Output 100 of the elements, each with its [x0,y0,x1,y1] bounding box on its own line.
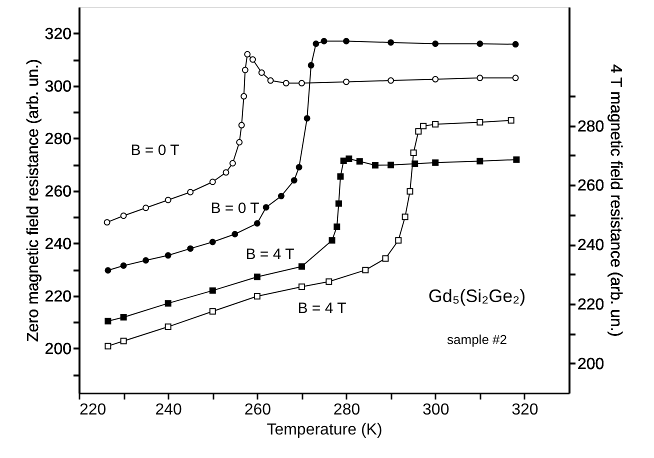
y2-tick-label: 240 [578,237,604,254]
x-tick-label: 280 [333,402,360,418]
point [382,255,389,262]
point [388,39,394,46]
point [164,324,172,330]
y2-axis-title: 4 T magnetic field resistance (arb. un.) [607,64,624,337]
point [372,162,378,168]
point [320,38,328,44]
point [120,212,127,219]
point [120,338,127,344]
point [356,158,363,165]
point [406,188,414,195]
point [395,237,402,244]
x-tick-label: 220 [80,402,106,418]
point [267,77,274,84]
point [164,196,172,204]
point [104,342,112,350]
annotation: sample #2 [447,332,507,347]
point [432,76,439,82]
point [209,178,216,186]
y-axis-title: Zero magnetic field resistance (arb. un.) [24,59,42,342]
point [337,173,344,180]
point [254,220,260,227]
point [262,204,270,211]
point [254,292,260,300]
point [432,159,439,166]
x-axis-title: Temperature (K) [266,422,382,438]
point [278,192,284,200]
point [346,155,352,162]
point [142,257,150,264]
point [238,122,245,128]
point [298,283,305,290]
point [388,162,394,168]
point [249,56,256,63]
point [244,51,251,58]
point [432,40,439,47]
point [298,80,305,86]
point [164,252,172,259]
point [343,38,350,44]
point [164,300,172,307]
point [187,245,194,252]
x-tick-label: 240 [155,402,182,418]
point [240,93,248,100]
point [258,69,265,76]
point [476,118,484,126]
point [343,78,350,86]
point [236,139,243,146]
annotation: B = 0 T [130,142,180,159]
point [296,164,302,170]
annotation: B = 4 T [246,246,294,263]
point [222,169,230,176]
point [120,314,127,321]
y-tick-label: 240 [44,236,72,253]
point [326,278,332,285]
point [304,115,310,122]
annotation: B = 4 T [298,300,346,317]
point [410,150,417,156]
y2-tick-label: 280 [578,118,604,136]
point [232,230,238,238]
annotation: Gd₅(Si₂Ge₂) [428,286,526,306]
point [420,122,427,130]
point [362,266,369,274]
y2-tick-label: 200 [578,356,604,373]
point [290,177,298,184]
point [104,267,112,274]
point [209,238,216,246]
point [104,318,112,324]
y-tick-label: 260 [44,183,72,200]
point [142,204,150,212]
y2-tick-label: 220 [578,296,604,314]
point [402,214,408,220]
point [476,40,484,47]
point [209,287,216,294]
point [312,40,320,47]
y2-tick-label: 260 [578,178,604,195]
y-tick-label: 300 [44,78,72,96]
y-tick-label: 320 [44,26,72,43]
annotation: B = 0 T [210,200,260,217]
point [209,308,216,315]
x-tick-label: 320 [512,402,538,418]
point [308,62,314,69]
point [476,158,484,164]
point [512,74,519,82]
y-tick-label: 280 [44,130,72,148]
point [328,237,336,244]
point [513,156,520,163]
point [512,41,519,48]
point [254,274,260,280]
point [282,80,290,86]
point [229,160,236,166]
point [388,77,394,84]
point [335,200,342,207]
point [334,223,340,230]
y-tick-label: 220 [44,288,72,306]
point [432,121,439,128]
point [104,219,110,226]
point [508,117,514,124]
x-tick-label: 300 [422,402,450,418]
point [415,128,422,135]
point [298,263,305,270]
